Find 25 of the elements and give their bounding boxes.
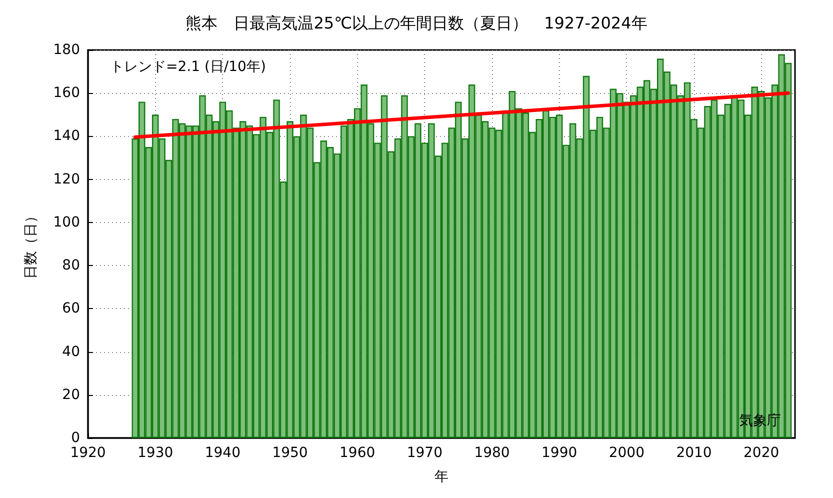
y-tick-label: 80 [62, 258, 80, 274]
y-tick-label: 120 [53, 171, 80, 188]
y-tick-label: 100 [53, 214, 80, 230]
y-tick-label: 160 [53, 85, 80, 102]
chart-title: 熊本 日最高気温25℃以上の年間日数（夏日） 1927-2024年 [186, 14, 648, 32]
y-axis-title: 日数（日） [23, 209, 39, 279]
x-tick-label: 2010 [676, 445, 712, 461]
x-tick-label: 2020 [744, 445, 780, 461]
x-tick-label: 1950 [272, 445, 308, 461]
annotation: トレンド=2.1 (日/10年) [110, 59, 266, 75]
x-tick-label: 1930 [138, 445, 174, 461]
x-tick-label: 2000 [608, 445, 644, 461]
x-tick-label: 1960 [340, 445, 376, 461]
x-tick-label: 1990 [542, 445, 578, 461]
y-tick-label: 180 [53, 42, 80, 58]
x-tick-label: 1970 [406, 445, 442, 461]
y-tick-label: 60 [62, 300, 80, 317]
y-tick-label: 0 [71, 430, 80, 446]
y-tick-label: 40 [62, 344, 80, 360]
x-axis-title: 年 [434, 469, 448, 485]
x-tick-label: 1980 [474, 445, 510, 461]
y-tick-label: 20 [62, 386, 80, 403]
y-tick-label: 140 [53, 128, 80, 144]
x-tick-label: 1940 [204, 445, 240, 461]
x-tick-label: 1920 [70, 445, 106, 461]
